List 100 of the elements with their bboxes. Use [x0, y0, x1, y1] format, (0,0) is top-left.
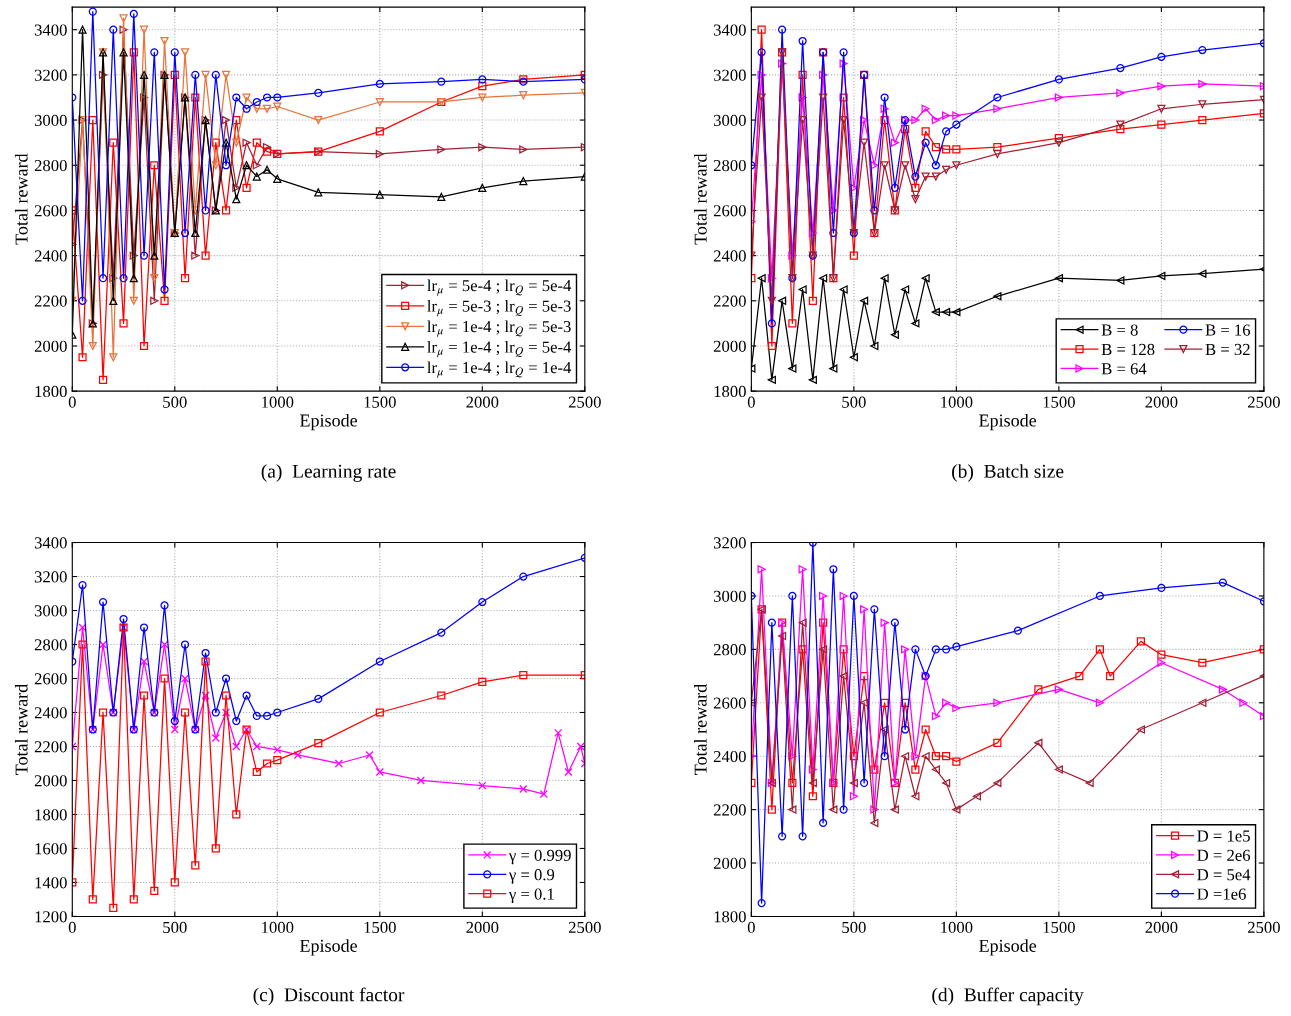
- point: [870, 605, 879, 614]
- y-tick-label: 3000: [713, 590, 746, 602]
- point: [375, 149, 384, 159]
- point: [952, 161, 961, 170]
- point: [98, 274, 108, 283]
- point: [798, 285, 807, 294]
- point: [180, 48, 190, 57]
- point: [375, 97, 384, 107]
- point: [839, 805, 848, 814]
- point: [1157, 583, 1166, 593]
- point: [911, 792, 920, 801]
- point: [993, 149, 1002, 159]
- point: [870, 161, 879, 170]
- y-tick-label: 3400: [34, 537, 67, 549]
- point: [262, 711, 272, 720]
- point: [819, 274, 828, 283]
- point: [78, 623, 87, 632]
- point: [252, 138, 261, 147]
- point: [232, 716, 241, 726]
- point: [129, 251, 138, 260]
- point: [88, 341, 97, 351]
- point: [1116, 120, 1125, 129]
- point: [191, 206, 200, 215]
- point: [478, 75, 487, 84]
- point: [942, 752, 951, 761]
- point: [788, 752, 797, 761]
- point: [880, 752, 889, 761]
- point: [1198, 269, 1207, 278]
- x-axis-title: Episode: [979, 413, 1037, 431]
- point: [170, 725, 179, 734]
- point: [788, 591, 797, 601]
- point: [788, 805, 797, 814]
- text: (d) Buffer capacity: [932, 987, 1084, 1006]
- point: [564, 767, 573, 777]
- point: [767, 375, 776, 384]
- y-tick-label: 2000: [34, 340, 67, 352]
- point: [273, 708, 282, 717]
- point: [139, 93, 149, 102]
- point: [921, 274, 930, 283]
- point: [1054, 685, 1063, 694]
- point: [314, 694, 323, 703]
- point: [952, 805, 961, 814]
- point: [519, 784, 528, 794]
- point: [788, 364, 797, 373]
- x-tick-label: 1000: [941, 396, 973, 408]
- point: [1075, 671, 1084, 681]
- point: [1013, 626, 1022, 635]
- point: [901, 752, 910, 761]
- point: [314, 115, 323, 125]
- point: [1198, 100, 1207, 109]
- point: [262, 93, 272, 102]
- point: [221, 708, 231, 717]
- point: [88, 7, 97, 16]
- point: [993, 738, 1002, 747]
- y-axis-title: Total reward: [694, 683, 707, 775]
- point: [931, 172, 940, 181]
- point: [942, 111, 951, 120]
- point: [1116, 276, 1125, 285]
- point: [890, 618, 899, 627]
- point: [860, 138, 869, 147]
- point: [150, 251, 159, 260]
- point: [139, 623, 149, 632]
- point: [849, 792, 858, 801]
- x-axis-title: Episode: [299, 939, 358, 956]
- y-tick-label: 2200: [713, 295, 746, 307]
- point: [778, 631, 787, 641]
- point: [160, 296, 169, 305]
- y-tick-label: 1600: [35, 843, 67, 855]
- point: [931, 143, 940, 152]
- point: [839, 115, 848, 125]
- y-axis-title: Total reward: [14, 153, 28, 245]
- point: [860, 296, 869, 305]
- x-axis-title: Episode: [299, 413, 358, 431]
- point: [829, 565, 838, 574]
- point: [993, 292, 1002, 301]
- point: [242, 138, 251, 147]
- point: [767, 341, 776, 351]
- point: [262, 143, 272, 152]
- point: [911, 319, 920, 328]
- x-tick-label: 500: [163, 921, 187, 934]
- point: [191, 70, 200, 79]
- point: [262, 165, 272, 174]
- point: [1157, 104, 1166, 113]
- point: [554, 728, 563, 737]
- point: [1198, 45, 1207, 55]
- point: [788, 251, 797, 260]
- point: [119, 274, 128, 283]
- point: [1116, 88, 1125, 98]
- point: [262, 147, 272, 156]
- x-tick-label: 500: [842, 921, 866, 934]
- x-axis-title: Episode: [979, 939, 1037, 956]
- point: [1095, 645, 1104, 654]
- point: [942, 307, 951, 317]
- point: [191, 861, 200, 870]
- y-tick-label: 3400: [34, 24, 67, 36]
- x-tick-label: 0: [747, 921, 755, 934]
- point: [519, 671, 528, 680]
- y-tick-label: 2200: [34, 295, 67, 307]
- point: [819, 93, 828, 102]
- x-tick-label: 0: [68, 396, 76, 408]
